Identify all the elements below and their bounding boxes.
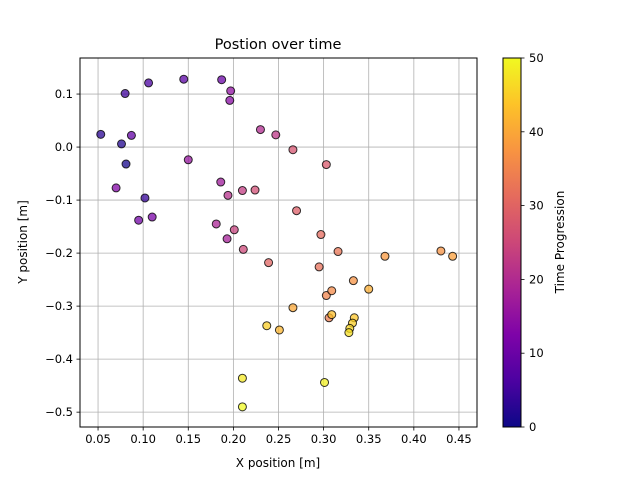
colorbar-tick-label: 30 — [529, 199, 544, 213]
scatter-point — [117, 139, 127, 149]
x-tick-label: 0.45 — [446, 432, 472, 446]
scatter-point — [274, 325, 284, 335]
scatter-point — [448, 251, 458, 261]
scatter-point — [217, 75, 227, 85]
colorbar-label: Time Progression — [553, 191, 567, 295]
colorbar-tick-label: 10 — [529, 346, 544, 360]
colorbar-tick-label: 50 — [529, 51, 544, 65]
colorbar: 0 10 20 30 40 50 Time Progression — [502, 51, 567, 434]
colorbar-ticks: 0 10 20 30 40 50 — [521, 51, 544, 434]
scatter-point — [333, 247, 343, 257]
scatter-point — [314, 262, 324, 272]
scatter-point — [229, 225, 239, 235]
scatter-point — [436, 246, 446, 256]
scatter-point — [327, 310, 337, 320]
grid-lines — [80, 58, 477, 427]
scatter-point — [348, 276, 358, 286]
y-axis-ticks: 0.1 0.0 −0.1 −0.2 −0.3 −0.4 −0.5 — [45, 87, 80, 419]
colorbar-tick-label: 20 — [529, 272, 544, 286]
chart-title: Postion over time — [215, 37, 342, 53]
scatter-point — [223, 190, 233, 200]
scatter-point — [216, 177, 226, 187]
x-tick-label: 0.30 — [311, 432, 337, 446]
y-tick-label: −0.2 — [45, 246, 73, 260]
scatter-point — [255, 125, 265, 135]
scatter-point — [262, 321, 272, 331]
scatter-point — [120, 89, 130, 99]
y-axis-label: Y position [m] — [16, 200, 30, 285]
x-tick-label: 0.20 — [221, 432, 247, 446]
scatter-point — [225, 95, 235, 105]
x-tick-label: 0.25 — [266, 432, 292, 446]
x-tick-label: 0.15 — [175, 432, 201, 446]
scatter-point — [327, 286, 337, 296]
scatter-point — [321, 160, 331, 170]
scatter-point — [126, 130, 136, 140]
scatter-point — [364, 284, 374, 294]
x-tick-label: 0.05 — [85, 432, 111, 446]
y-tick-label: −0.3 — [45, 299, 73, 313]
scatter-point — [237, 186, 247, 196]
y-tick-label: 0.1 — [55, 87, 73, 101]
scatter-point — [344, 328, 354, 338]
scatter-point — [147, 212, 157, 222]
scatter-point — [288, 303, 298, 313]
scatter-point — [96, 129, 106, 139]
scatter-point — [292, 206, 302, 216]
scatter-point — [140, 193, 150, 203]
scatter-point — [320, 377, 330, 387]
y-tick-label: −0.5 — [45, 405, 73, 419]
x-tick-label: 0.35 — [356, 432, 382, 446]
y-tick-label: 0.0 — [55, 140, 73, 154]
x-axis-ticks: 0.05 0.10 0.15 0.20 0.25 0.30 0.35 0.40 0.45 — [85, 427, 472, 446]
scatter-point — [222, 234, 232, 244]
y-tick-label: −0.1 — [45, 193, 73, 207]
scatter-point — [380, 251, 390, 261]
scatter-point — [271, 130, 281, 140]
scatter-point — [111, 183, 121, 193]
scatter-point — [237, 402, 247, 412]
scatter-point — [211, 219, 221, 229]
scatter-point — [316, 230, 326, 240]
scatter-point — [144, 78, 154, 88]
scatter-point — [134, 215, 144, 225]
plot-area: 0.05 0.10 0.15 0.20 0.25 0.30 0.35 0.40 0.45 0.1… — [45, 57, 478, 446]
scatter-point — [183, 155, 193, 165]
scatter-point — [179, 74, 189, 84]
scatter-point — [237, 373, 247, 383]
y-tick-label: −0.4 — [45, 352, 73, 366]
scatter-point — [264, 258, 274, 268]
scatter-point — [250, 185, 260, 195]
data-points — [96, 74, 458, 412]
scatter-point — [226, 86, 236, 96]
x-axis-label: X position [m] — [236, 456, 320, 470]
colorbar-tick-label: 0 — [529, 420, 536, 434]
scatter-point — [288, 145, 298, 155]
x-tick-label: 0.10 — [130, 432, 156, 446]
colorbar-gradient — [502, 57, 522, 428]
scatter-point — [121, 159, 131, 169]
x-tick-label: 0.40 — [401, 432, 427, 446]
colorbar-tick-label: 40 — [529, 125, 544, 139]
scatter-point — [238, 244, 248, 254]
